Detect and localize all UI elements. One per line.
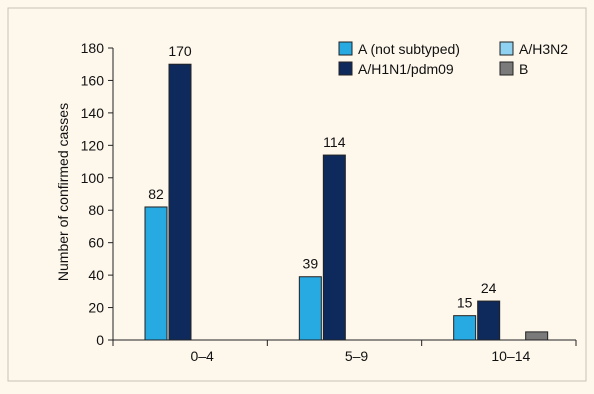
legend-label: A (not subtyped) bbox=[358, 41, 460, 57]
y-tick-label: 180 bbox=[81, 40, 105, 56]
legend-swatch bbox=[339, 62, 352, 75]
y-tick-label: 140 bbox=[81, 105, 105, 121]
y-tick-label: 0 bbox=[96, 332, 104, 348]
bar bbox=[145, 207, 167, 340]
x-tick-label: 10–14 bbox=[491, 348, 530, 364]
data-label: 24 bbox=[481, 280, 497, 296]
legend-swatch bbox=[500, 62, 513, 75]
bar bbox=[169, 64, 191, 340]
bar bbox=[454, 316, 476, 340]
y-tick-label: 20 bbox=[88, 300, 104, 316]
data-label: 82 bbox=[148, 186, 164, 202]
legend-swatch bbox=[339, 42, 352, 55]
bar bbox=[299, 277, 321, 340]
x-tick-label: 0–4 bbox=[190, 348, 214, 364]
legend-label: A/H3N2 bbox=[519, 41, 568, 57]
y-axis-label: Number of confirmed casses bbox=[55, 103, 71, 281]
y-tick-label: 100 bbox=[81, 170, 105, 186]
y-tick-label: 160 bbox=[81, 72, 105, 88]
y-tick-label: 60 bbox=[88, 235, 104, 251]
data-label: 15 bbox=[457, 295, 473, 311]
legend-swatch bbox=[500, 42, 513, 55]
y-tick-label: 80 bbox=[88, 202, 104, 218]
x-tick-label: 5–9 bbox=[345, 348, 369, 364]
legend-label: B bbox=[519, 61, 528, 77]
bar bbox=[526, 332, 548, 340]
y-tick-label: 40 bbox=[88, 267, 104, 283]
data-label: 114 bbox=[323, 134, 346, 150]
y-tick-label: 120 bbox=[81, 137, 105, 153]
data-label: 39 bbox=[303, 256, 319, 272]
bar bbox=[323, 155, 345, 340]
bar bbox=[478, 301, 500, 340]
legend-label: A/H1N1/pdm09 bbox=[358, 61, 454, 77]
data-label: 170 bbox=[168, 43, 192, 59]
